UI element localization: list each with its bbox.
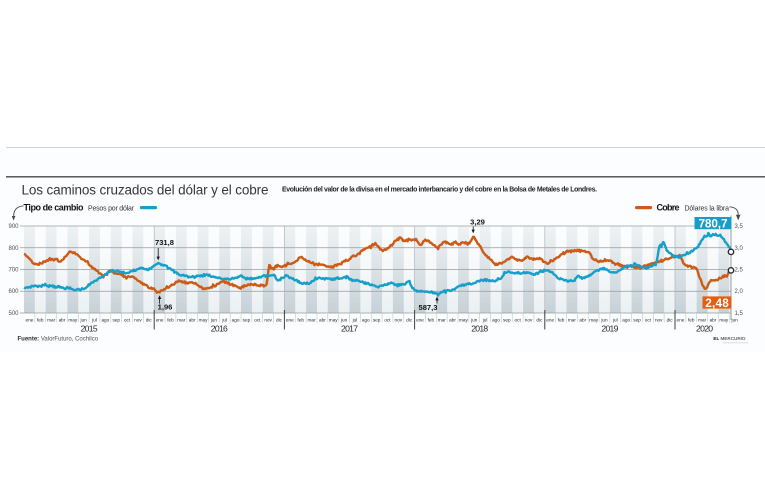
svg-text:oct: oct <box>124 318 131 323</box>
svg-text:2020: 2020 <box>696 324 713 334</box>
svg-text:Fuente: ValorFuturo, Cochilco: Fuente: ValorFuturo, Cochilco <box>18 336 99 342</box>
svg-text:ene: ene <box>286 318 294 323</box>
svg-text:jul: jul <box>482 318 488 323</box>
svg-text:800: 800 <box>8 246 19 252</box>
svg-text:jun: jun <box>470 318 478 323</box>
svg-text:731,8: 731,8 <box>155 238 174 247</box>
svg-text:ago: ago <box>622 318 630 323</box>
svg-text:feb: feb <box>688 318 695 323</box>
svg-text:nov: nov <box>395 318 403 323</box>
svg-text:ago: ago <box>101 318 109 323</box>
svg-text:nov: nov <box>525 318 533 323</box>
svg-text:Los caminos cruzados del dólar: Los caminos cruzados del dólar y el cobr… <box>22 183 269 198</box>
svg-text:jun: jun <box>731 318 739 323</box>
svg-text:1,96: 1,96 <box>158 303 173 312</box>
svg-text:dic: dic <box>667 318 674 323</box>
svg-text:Cobre: Cobre <box>657 203 680 213</box>
svg-text:oct: oct <box>384 318 391 323</box>
svg-text:2,48: 2,48 <box>705 296 729 310</box>
svg-text:jun: jun <box>210 318 218 323</box>
svg-text:abr: abr <box>59 318 66 323</box>
svg-text:ago: ago <box>492 318 500 323</box>
svg-text:jul: jul <box>221 318 227 323</box>
svg-text:ene: ene <box>416 318 424 323</box>
svg-text:EL MERCURIO: EL MERCURIO <box>713 336 746 341</box>
svg-text:abr: abr <box>319 318 326 323</box>
svg-text:2,0: 2,0 <box>735 289 744 295</box>
svg-text:mar: mar <box>177 318 186 323</box>
svg-text:600: 600 <box>8 289 19 295</box>
svg-text:2017: 2017 <box>341 324 358 334</box>
svg-text:jun: jun <box>340 318 348 323</box>
svg-text:dic: dic <box>276 318 283 323</box>
svg-text:abr: abr <box>579 318 586 323</box>
svg-text:900: 900 <box>8 224 19 230</box>
svg-text:abr: abr <box>449 318 456 323</box>
svg-text:feb: feb <box>37 318 44 323</box>
svg-text:ene: ene <box>156 318 164 323</box>
svg-text:jul: jul <box>612 318 618 323</box>
svg-text:feb: feb <box>167 318 174 323</box>
svg-text:may: may <box>459 318 469 323</box>
svg-text:3,0: 3,0 <box>735 246 744 252</box>
svg-text:mar: mar <box>438 318 447 323</box>
svg-text:may: may <box>589 318 599 323</box>
svg-text:Pesos por dólar: Pesos por dólar <box>88 205 135 212</box>
svg-text:ago: ago <box>232 318 240 323</box>
svg-text:sep: sep <box>633 318 641 323</box>
svg-text:3,5: 3,5 <box>735 224 744 230</box>
svg-text:nov: nov <box>134 318 142 323</box>
svg-text:sep: sep <box>112 318 120 323</box>
svg-text:700: 700 <box>8 268 19 274</box>
svg-text:dic: dic <box>406 318 413 323</box>
svg-text:feb: feb <box>558 318 565 323</box>
svg-text:may: may <box>719 318 729 323</box>
svg-text:2019: 2019 <box>601 324 618 334</box>
svg-text:oct: oct <box>515 318 522 323</box>
svg-text:587,3: 587,3 <box>418 303 437 312</box>
svg-text:500: 500 <box>8 311 19 317</box>
svg-text:ago: ago <box>362 318 370 323</box>
svg-text:mar: mar <box>47 318 56 323</box>
svg-text:Tipo de cambio: Tipo de cambio <box>24 203 85 213</box>
svg-text:sep: sep <box>373 318 381 323</box>
svg-text:ene: ene <box>26 318 34 323</box>
svg-text:ene: ene <box>677 318 685 323</box>
svg-text:2015: 2015 <box>81 324 98 334</box>
svg-text:jul: jul <box>352 318 358 323</box>
svg-text:jul: jul <box>91 318 97 323</box>
svg-text:jun: jun <box>80 318 88 323</box>
svg-text:780,7: 780,7 <box>699 216 728 230</box>
svg-text:Evolución del valor de la divi: Evolución del valor de la divisa en el m… <box>282 187 597 194</box>
svg-text:oct: oct <box>254 318 261 323</box>
svg-text:abr: abr <box>189 318 196 323</box>
svg-text:may: may <box>68 318 78 323</box>
svg-text:dic: dic <box>536 318 543 323</box>
svg-text:mar: mar <box>698 318 707 323</box>
svg-text:jun: jun <box>600 318 608 323</box>
svg-text:feb: feb <box>297 318 304 323</box>
svg-text:nov: nov <box>264 318 272 323</box>
svg-text:sep: sep <box>243 318 251 323</box>
svg-text:3,29: 3,29 <box>470 218 485 227</box>
svg-text:may: may <box>199 318 209 323</box>
svg-text:feb: feb <box>428 318 435 323</box>
svg-text:2016: 2016 <box>211 324 228 334</box>
svg-text:Dólares la libra: Dólares la libra <box>685 205 730 212</box>
svg-text:ene: ene <box>546 318 554 323</box>
svg-text:sep: sep <box>503 318 511 323</box>
svg-text:nov: nov <box>655 318 663 323</box>
svg-text:mar: mar <box>307 318 316 323</box>
svg-text:1,5: 1,5 <box>735 311 744 317</box>
svg-text:mar: mar <box>568 318 577 323</box>
svg-text:may: may <box>329 318 339 323</box>
svg-text:2,5: 2,5 <box>735 268 744 274</box>
svg-text:2018: 2018 <box>471 324 488 334</box>
svg-text:oct: oct <box>645 318 652 323</box>
svg-text:abr: abr <box>710 318 717 323</box>
svg-text:dic: dic <box>146 318 153 323</box>
